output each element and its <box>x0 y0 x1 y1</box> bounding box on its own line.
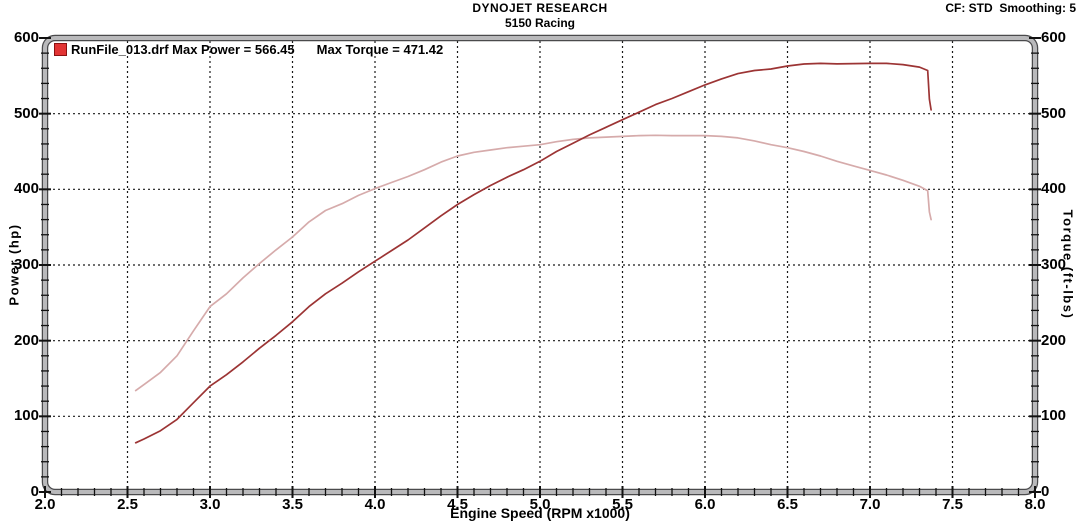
torque-curve <box>134 134 932 392</box>
y-tick-label-left: 400 <box>13 180 39 198</box>
x-tick-label: 3.0 <box>199 496 221 513</box>
max-power-readout: Max Power = 566.45 <box>172 42 295 57</box>
x-tick-label: 7.0 <box>859 496 881 513</box>
page-title: DYNOJET RESEARCH <box>472 1 608 15</box>
x-tick-label: 2.0 <box>34 496 56 513</box>
y-tick-label-left: 100 <box>13 407 39 425</box>
y-tick-label-right: 100 <box>1041 407 1067 425</box>
y-tick-label-right: 200 <box>1041 331 1067 349</box>
y-tick-label-right: 600 <box>1041 29 1067 46</box>
power-curve <box>134 62 932 444</box>
run-legend: RunFile_013.drf Max Power = 566.45 Max T… <box>54 42 443 57</box>
correction-smoothing-info: CF: STD Smoothing: 5 <box>945 1 1076 15</box>
max-torque-readout: Max Torque = 471.42 <box>316 42 444 57</box>
y-tick-label-right: 0 <box>1041 483 1050 500</box>
y-tick-label-left: 200 <box>13 331 39 349</box>
y-tick-label-right: 300 <box>1041 256 1067 273</box>
page-subtitle: 5150 Racing <box>504 16 576 30</box>
x-tick-label: 3.5 <box>282 496 303 513</box>
x-tick-label: 6.0 <box>694 496 716 513</box>
y-axis-title-torque: Torque (ft-lbs) <box>1060 209 1076 320</box>
run-color-swatch-icon <box>54 43 67 56</box>
y-axis-title-power: Power (hp) <box>6 223 22 306</box>
x-tick-label: 8.0 <box>1024 496 1046 513</box>
y-tick-label-left: 0 <box>30 483 39 500</box>
x-tick-label: 4.0 <box>364 496 386 513</box>
x-tick-label: 5.0 <box>529 496 551 513</box>
x-tick-label: 2.5 <box>117 496 138 513</box>
x-tick-label: 4.5 <box>447 496 468 513</box>
x-tick-label: 7.5 <box>942 496 963 513</box>
x-tick-label: 5.5 <box>612 496 633 513</box>
y-tick-label-right: 500 <box>1041 104 1067 122</box>
x-axis-title: Engine Speed (RPM x1000) <box>450 505 630 521</box>
run-file-name: RunFile_013.drf <box>71 42 169 57</box>
y-tick-label-right: 400 <box>1041 180 1067 198</box>
y-tick-label-left: 300 <box>13 256 39 273</box>
y-tick-label-left: 500 <box>13 104 39 122</box>
y-tick-label-left: 600 <box>13 29 39 46</box>
x-tick-label: 6.5 <box>777 496 798 513</box>
